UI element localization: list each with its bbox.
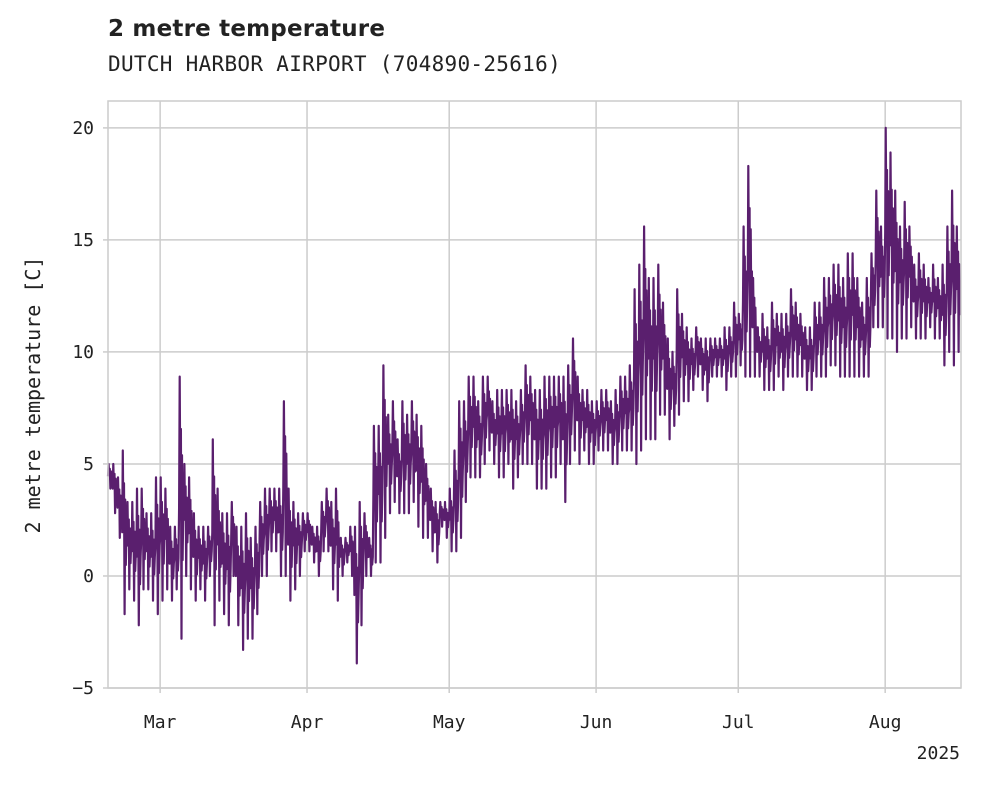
x-tick-label: Jun [580,712,613,733]
year-label: 2025 [917,743,960,764]
y-tick-labels: −5 0 5 10 15 20 [72,118,108,699]
y-tick-label: −5 [72,678,94,699]
x-tick-label: Jul [722,712,755,733]
series-layer [106,126,962,665]
temperature-series-line [106,126,962,665]
y-tick-label: 10 [72,342,94,363]
chart-title: 2 metre temperature [108,16,386,42]
y-tick-label: 0 [83,566,94,587]
x-tick-labels: Mar Apr May Jun Jul Aug [144,688,902,733]
plot-frame [107,100,962,689]
y-tick-label: 20 [72,118,94,139]
grid-lines [108,101,961,689]
chart-subtitle: DUTCH HARBOR AIRPORT (704890-25616) [108,52,562,76]
x-tick-label: Mar [144,712,177,733]
x-tick-label: Apr [291,712,324,733]
y-tick-label: 5 [83,454,94,475]
y-tick-label: 15 [72,230,94,251]
x-tick-label: Aug [869,712,902,733]
y-axis-label: 2 metre temperature [C] [21,257,45,534]
x-tick-label: May [433,712,466,733]
